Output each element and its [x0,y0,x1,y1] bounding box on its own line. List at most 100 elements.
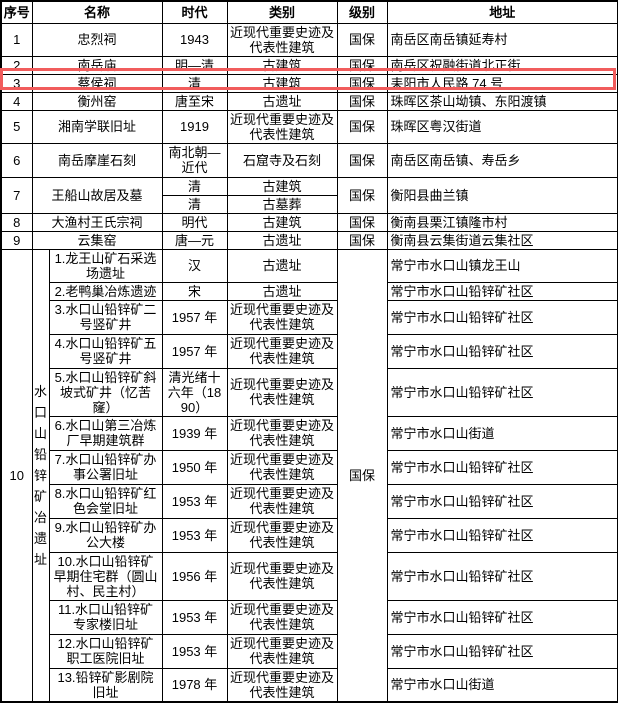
cell-item-name: 5.水口山铅锌矿斜坡式矿井（忆苦窿） [48,367,163,417]
cell-era: 1957 年 [161,299,228,335]
cell-era: 清 [161,194,228,214]
cell-address: 常宁市水口山铅锌矿社区 [386,633,618,669]
cell-era: 明—清 [161,55,228,75]
cell-era: 1953 年 [161,483,228,519]
col-header-era: 时代 [161,0,228,24]
cell-address: 南岳区祝融街道北正街 [386,55,618,75]
cell-group-name-vertical: 水口山铅锌矿冶遗址 [31,248,50,703]
cell-name: 忠烈祠 [31,22,163,57]
cell-address: 常宁市水口山铅锌矿社区 [386,367,618,417]
cell-era: 宋 [161,281,228,301]
cell-era: 1957 年 [161,333,228,369]
group-item-row: 6.水口山第三冶炼厂早期建筑群 1939 年 近现代重要史迹及代表性建筑 常宁市… [1,415,618,451]
cell-name: 云集窑 [31,230,163,250]
cell-era: 清光绪十六年（1890） [161,367,228,417]
group-item-row: 12.水口山铅锌矿职工医院旧址 1953 年 近现代重要史迹及代表性建筑 常宁市… [1,633,618,669]
header-row: 序号 名称 时代 类别 级别 地址 [0,0,618,24]
cell-item-name: 1.龙王山矿石采选场遗址 [48,248,163,283]
table-row: 1 忠烈祠 1943 近现代重要史迹及代表性建筑 国保 南岳区南岳镇延寿村 [0,22,618,57]
cell-name: 南岳庙 [31,55,163,75]
cell-address: 常宁市水口山铅锌矿社区 [386,299,618,335]
cell-item-name: 10.水口山铅锌矿早期住宅群（圆山村、民主村） [48,551,163,601]
group-item-row: 7.水口山铅锌矿办事公署旧址 1950 年 近现代重要史迹及代表性建筑 常宁市水… [1,449,618,485]
cell-serial: 6 [0,142,33,178]
cell-address: 耒阳市人民路 74 号 [386,73,618,93]
cell-address: 衡南县栗江镇隆市村 [386,212,618,232]
cell-category: 古建筑 [226,176,338,196]
col-header-serial: 序号 [0,0,33,24]
col-header-name: 名称 [31,0,163,24]
cell-era: 清 [161,73,228,93]
cell-item-name: 13.铅锌矿影剧院旧址 [48,667,163,703]
cell-address: 南岳区南岳镇延寿村 [386,22,618,57]
cell-category: 近现代重要史迹及代表性建筑 [226,299,338,335]
table-row: 5 湘南学联旧址 1919 近现代重要史迹及代表性建筑 国保 珠晖区粤汉街道 [0,109,618,144]
cell-level: 国保 [336,230,388,250]
cell-address: 常宁市水口山铅锌矿社区 [386,281,618,301]
group-item-row: 11.水口山铅锌矿专家楼旧址 1953 年 近现代重要史迹及代表性建筑 常宁市水… [1,599,618,635]
cell-address: 南岳区南岳镇、寿岳乡 [386,142,618,178]
cell-level: 国保 [336,142,388,178]
cell-category: 近现代重要史迹及代表性建筑 [226,22,338,57]
group-item-row: 9.水口山铅锌矿办公大楼 1953 年 近现代重要史迹及代表性建筑 常宁市水口山… [1,517,618,553]
cell-category: 古遗址 [226,91,338,111]
cell-level: 国保 [336,212,388,232]
cell-era: 1953 年 [161,599,228,635]
cell-era: 唐至宋 [161,91,228,111]
cell-category: 古遗址 [226,281,338,301]
cell-item-name: 3.水口山铅锌矿二号竖矿井 [48,299,163,335]
cell-address: 常宁市水口山镇龙王山 [386,248,618,283]
cell-era: 1939 年 [161,415,228,451]
cell-serial: 4 [0,91,33,111]
group-item-row: 8.水口山铅锌矿红色会堂旧址 1953 年 近现代重要史迹及代表性建筑 常宁市水… [1,483,618,519]
cell-serial: 10 [0,248,33,703]
cell-category: 近现代重要史迹及代表性建筑 [226,367,338,417]
cell-serial: 9 [0,230,33,250]
group-item-row: 2.老鸭巢冶炼遗迹 宋 古遗址 常宁市水口山铅锌矿社区 [1,281,618,301]
cell-category: 近现代重要史迹及代表性建筑 [226,517,338,553]
cell-address: 珠晖区粤汉街道 [386,109,618,144]
cell-serial: 8 [0,212,33,232]
table-row: 9 云集窑 唐—元 古遗址 国保 衡南县云集街道云集社区 [0,230,618,250]
cell-category: 近现代重要史迹及代表性建筑 [226,333,338,369]
cell-item-name: 2.老鸭巢冶炼遗迹 [48,281,163,301]
cell-era: 南北朝—近代 [161,142,228,178]
cell-address: 常宁市水口山铅锌矿社区 [386,599,618,635]
cell-era: 唐—元 [161,230,228,250]
cell-category: 古建筑 [226,55,338,75]
cell-category: 近现代重要史迹及代表性建筑 [226,109,338,144]
table-row: 6 南岳摩崖石刻 南北朝—近代 石窟寺及石刻 国保 南岳区南岳镇、寿岳乡 [0,142,618,178]
group-item-row: 3.水口山铅锌矿二号竖矿井 1957 年 近现代重要史迹及代表性建筑 常宁市水口… [1,299,618,335]
cell-era: 1953 年 [161,517,228,553]
cell-item-name: 6.水口山第三冶炼厂早期建筑群 [48,415,163,451]
table-row: 4 衡州窑 唐至宋 古遗址 国保 珠晖区茶山坳镇、东阳渡镇 [0,91,618,111]
table-row: 7 王船山故居及墓 清 古建筑 国保 衡阳县曲兰镇 [0,176,618,214]
cell-category: 古遗址 [226,230,338,250]
cell-serial: 3 [0,73,33,93]
table-row-highlighted: 3 蔡侯祠 清 古建筑 国保 耒阳市人民路 74 号 [0,73,618,93]
cell-item-name: 8.水口山铅锌矿红色会堂旧址 [48,483,163,519]
cell-name: 大渔村王氏宗祠 [31,212,163,232]
cell-name: 湘南学联旧址 [31,109,163,144]
cell-era: 明代 [161,212,228,232]
cell-era: 1950 年 [161,449,228,485]
cell-category: 石窟寺及石刻 [226,142,338,178]
cell-era: 清 [161,176,228,196]
cell-category: 近现代重要史迹及代表性建筑 [226,449,338,485]
cell-era: 1919 [161,109,228,144]
cell-category: 古遗址 [226,248,338,283]
cell-item-name: 9.水口山铅锌矿办公大楼 [48,517,163,553]
cell-serial: 1 [0,22,33,57]
cell-level: 国保 [336,22,388,57]
cell-level: 国保 [336,248,388,703]
group-item-row: 5.水口山铅锌矿斜坡式矿井（忆苦窿） 清光绪十六年（1890） 近现代重要史迹及… [1,367,618,417]
cell-address: 衡阳县曲兰镇 [386,176,618,214]
cell-item-name: 4.水口山铅锌矿五号竖矿井 [48,333,163,369]
cell-level: 国保 [336,109,388,144]
cell-item-name: 7.水口山铅锌矿办事公署旧址 [48,449,163,485]
cell-category: 近现代重要史迹及代表性建筑 [226,551,338,601]
cell-era: 1978 年 [161,667,228,703]
cell-item-name: 11.水口山铅锌矿专家楼旧址 [48,599,163,635]
cell-category: 近现代重要史迹及代表性建筑 [226,667,338,703]
